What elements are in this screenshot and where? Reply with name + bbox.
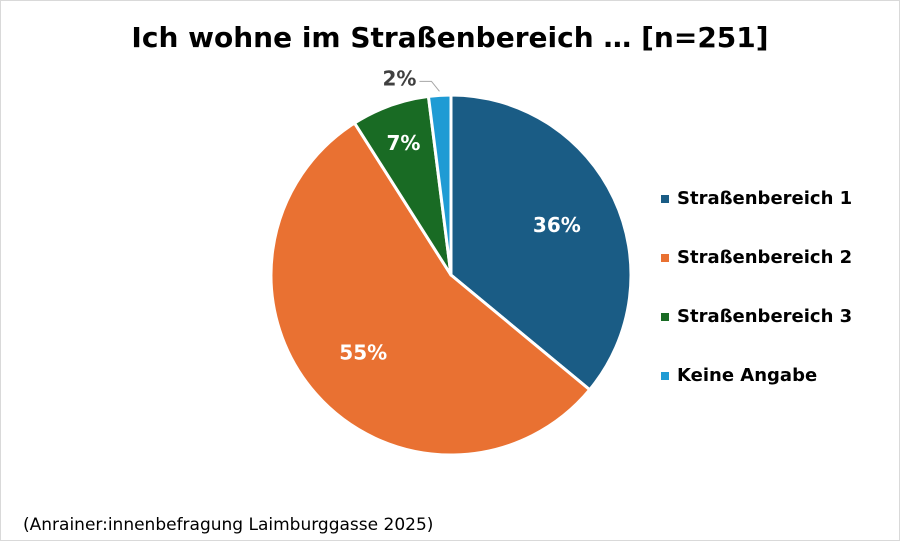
slice-label: 2% (382, 66, 416, 90)
pie-slice (426, 93, 453, 277)
legend-item: Straßenbereich 3 (661, 287, 852, 346)
slice-label: 55% (339, 340, 387, 364)
legend-item: Straßenbereich 2 (661, 228, 852, 287)
legend-item: Keine Angabe (661, 346, 852, 405)
pie-slice (449, 93, 633, 392)
legend-swatch (661, 371, 669, 380)
chart-title: Ich wohne im Straßenbereich … [n=251] (131, 21, 769, 54)
legend-label: Keine Angabe (677, 365, 818, 386)
slice-label: 7% (386, 131, 420, 155)
slice-label: 36% (533, 213, 581, 237)
legend-swatch (661, 312, 669, 321)
leader-line (419, 80, 440, 92)
legend-item: Straßenbereich 1 (661, 169, 852, 228)
legend-label: Straßenbereich 2 (677, 247, 853, 268)
legend-label: Straßenbereich 1 (677, 188, 853, 209)
legend-swatch (661, 194, 669, 203)
pie-slice (269, 121, 592, 457)
chart-legend: Straßenbereich 1 Straßenbereich 2 Straße… (661, 169, 852, 405)
legend-label: Straßenbereich 3 (677, 306, 853, 327)
source-note: (Anrainer:innenbefragung Laimburggasse 2… (23, 515, 434, 535)
legend-swatch (661, 253, 669, 262)
